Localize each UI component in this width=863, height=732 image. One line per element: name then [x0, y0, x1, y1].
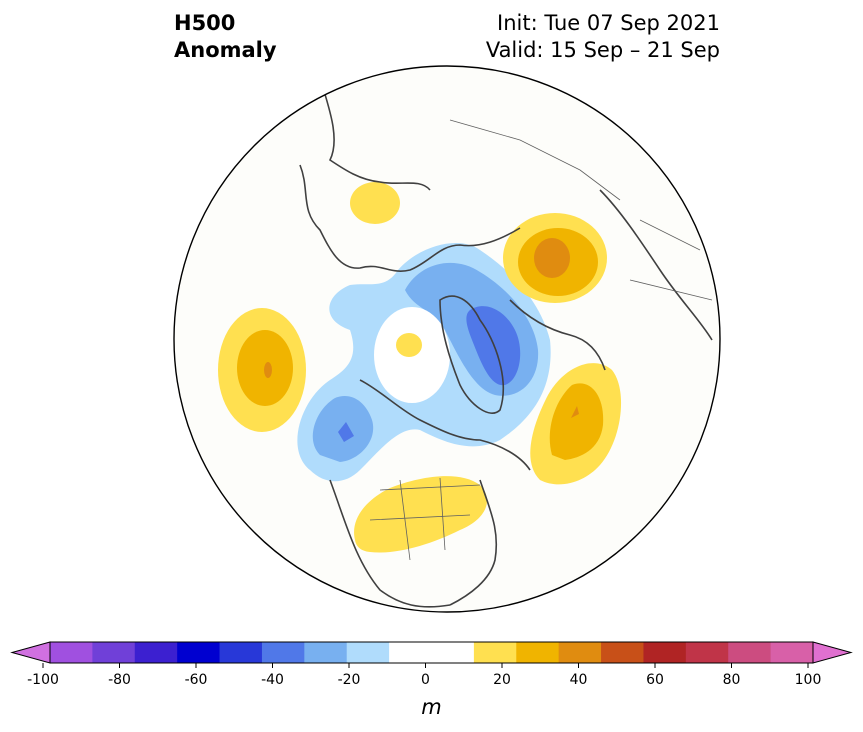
colorbar-cell [431, 642, 475, 663]
coast-europe-africa [599, 189, 713, 341]
contour-40 [264, 362, 272, 378]
coast-eurasia-north [299, 164, 521, 272]
title-right: Init: Tue 07 Sep 2021 Valid: 15 Sep – 21… [486, 10, 720, 64]
colorbar-tick-label: 20 [493, 672, 511, 688]
border-europe [629, 219, 713, 301]
colorbar-tick-label: -40 [261, 672, 284, 688]
colorbar-cell [346, 642, 390, 663]
colorbar-cell [643, 642, 687, 663]
colorbar-border [49, 641, 814, 664]
anomaly-negative-arctic [297, 242, 551, 482]
colorbar-tick-label: 40 [570, 672, 588, 688]
colorbar-tick-label: -20 [338, 672, 361, 688]
colorbar-cell [177, 642, 221, 663]
borders [369, 119, 713, 561]
colorbar-cell [304, 642, 348, 663]
colorbar-unit: m [421, 695, 442, 719]
polar-map [173, 65, 721, 613]
anomaly-positive-siberia [350, 182, 400, 224]
title-field: Anomaly [174, 38, 277, 62]
coast-north-america-east [449, 479, 498, 606]
colorbar-ticks: -100 -80 -60 -40 -20 0 20 40 60 80 100 [27, 663, 821, 688]
coast-arctic-canada [359, 379, 531, 471]
coast-asia-east [319, 77, 431, 191]
contour-30 [549, 383, 604, 460]
colorbar-tick-label: 60 [646, 672, 664, 688]
colorbar-cell [92, 642, 136, 663]
contour-40 [571, 406, 579, 418]
colorbar-tick-label: -60 [185, 672, 208, 688]
coast-europe-north [509, 299, 606, 371]
colorbar-over-triangle [812, 641, 853, 664]
colorbar-cell [473, 642, 517, 663]
colorbar-cells [10, 641, 853, 664]
border-asia [449, 119, 621, 201]
contour-40 [534, 238, 570, 278]
coast-north-america-west [329, 479, 451, 608]
colorbar-cell [261, 642, 305, 663]
border-us-states [369, 477, 481, 561]
valid-range: Valid: 15 Sep – 21 Sep [485, 38, 720, 62]
title-variable: H500 [174, 11, 236, 35]
colorbar-tick-label: 100 [795, 672, 822, 688]
anomaly-positive-central-us [354, 476, 488, 553]
colorbar-cell [770, 642, 814, 663]
anomaly-positive-north-atlantic [530, 363, 622, 485]
colorbar: -100 -80 -60 -40 -20 0 20 40 60 80 100 [10, 641, 853, 688]
contour-20 [354, 476, 488, 553]
colorbar-cell [601, 642, 644, 663]
colorbar-under-triangle [10, 641, 51, 664]
colorbar-tick-label: -100 [27, 672, 59, 688]
colorbar-cell [134, 642, 178, 663]
contour-20 [350, 182, 400, 224]
colorbar-tick-label: -80 [108, 672, 131, 688]
colorbar-cell [389, 642, 432, 663]
contour-minus40b [466, 306, 521, 386]
anomaly-positive-western-russia [503, 213, 607, 303]
map-boundary [173, 65, 721, 613]
colorbar-tick-label: 0 [421, 672, 430, 688]
colorbar-cell [516, 642, 560, 663]
init-date: Init: Tue 07 Sep 2021 [497, 11, 720, 35]
colorbar-tick-label: 80 [723, 672, 741, 688]
title-left: H500 Anomaly [174, 10, 277, 64]
coast-greenland [439, 295, 504, 414]
colorbar-cell [558, 642, 602, 663]
small-positive [396, 333, 422, 357]
colorbar-cell [50, 642, 93, 663]
contour-minus40 [338, 422, 354, 442]
colorbar-cell [219, 642, 263, 663]
colorbar-cell [685, 642, 729, 663]
colorbar-cell [728, 642, 772, 663]
coastlines [299, 77, 713, 608]
anomaly-positive-north-pacific [218, 308, 306, 432]
